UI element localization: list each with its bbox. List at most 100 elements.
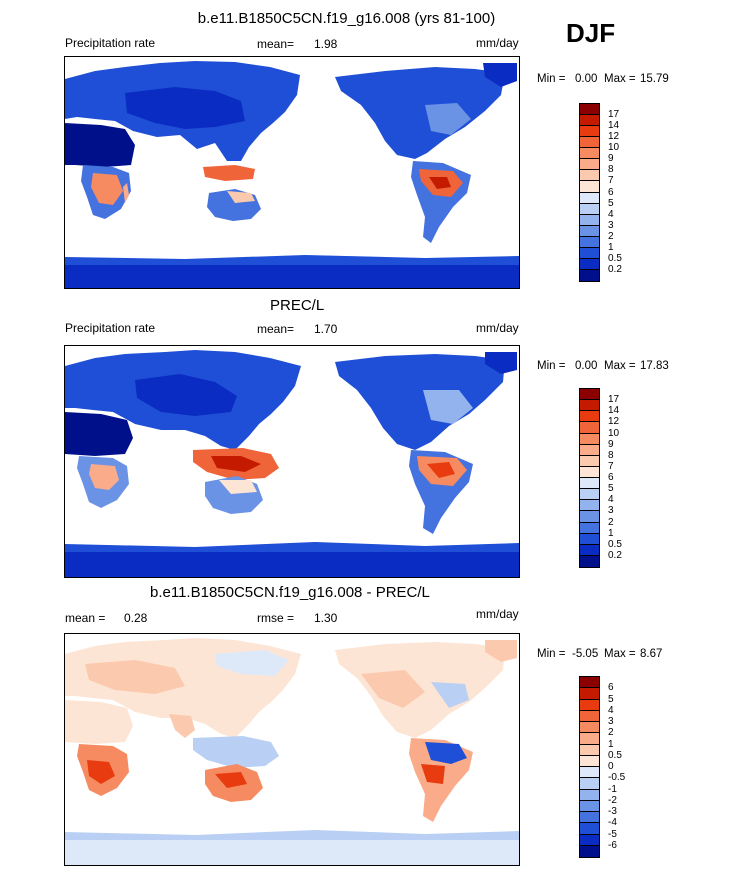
panel2-colorbar-label: 8 [608,449,614,461]
panel1-land-namerica-east [425,103,471,135]
panel3-colorbar-label: 5 [608,693,614,705]
panel2-colorbar-label: 0.5 [608,538,622,550]
panel3-colorbar-swatch [580,722,599,734]
panel1-colorbar-label: 9 [608,153,614,165]
panel1-land-indonesia [203,165,255,181]
panel1-colorbar-swatch [580,225,599,237]
panel3-colorbar-label: -2 [608,794,617,806]
panel2-map [64,345,520,578]
panel2-land-namerica-east [423,390,473,424]
panel3-colorbar-swatch [580,778,599,790]
panel3-land-antarctica-edge [65,830,519,840]
panel2-min-label: Min = [537,360,566,372]
panel2-colorbar-swatch [580,433,599,445]
panel2-land-indonesia-core [211,456,261,472]
panel1-colorbar-swatch [580,258,599,270]
panel2-colorbar-swatch [580,522,599,534]
panel1-colorbar-swatch [580,192,599,204]
panel3-max-value: 8.67 [640,648,663,660]
panel2-max-label: Max = [604,360,636,372]
panel2-colorbar-swatch [580,478,599,490]
panel2-mean-label: mean= [257,322,295,336]
panel1-land-australia-wet [227,191,255,203]
panel2-colorbar-swatch [580,500,599,512]
panel1-colorbar-label: 0.2 [608,263,622,275]
panel3-land-indonesia [193,736,279,768]
panel1-land-antarctica-edge [65,255,519,265]
panel1-mean-label: mean= [257,37,295,51]
panel3-colorbar-label: -6 [608,839,617,851]
season-label: DJF [566,18,616,48]
panel1-colorbar-label: 0.5 [608,252,622,264]
panel1-colorbar-swatch [580,115,599,127]
panel2-colorbar-label: 14 [608,405,620,417]
panel2-land-antarctica-edge [65,542,519,552]
panel1-land-safrica-wet [91,173,123,205]
panel1-title: b.e11.B1850C5CN.f19_g16.008 (yrs 81-100) [197,10,496,27]
panel3-land-samerica-hot [421,764,445,784]
panel3-colorbar-swatch [580,767,599,779]
panel3-colorbar-label: -5 [608,828,617,840]
panel1-land-madagascar [123,183,129,203]
panel2-land-northafrica [65,412,133,456]
panel1-land-eurasia-dry [125,87,245,129]
panel2-max-value: 17.83 [640,360,669,372]
panel1-colorbar-swatch [580,203,599,215]
panel2-colorbar-swatch [580,466,599,478]
panel2-mean-value: 1.70 [314,322,338,336]
panel3-land-samerica-dry [425,742,467,764]
panel3-min-label: Min = [537,648,566,660]
panel2-colorbar-label: 6 [608,472,614,483]
panel1-land-namerica [335,67,505,159]
panel3-land-greenland [485,640,517,662]
panel2-land-antarctica [65,550,519,577]
panel3-colorbar-swatch [580,845,599,857]
panel3-land-northafrica [65,700,133,744]
panel3-title: b.e11.B1850C5CN.f19_g16.008 - PREC/L [150,584,430,601]
panel1-colorbar-label: 12 [608,131,620,143]
panel1-colorbar [579,103,600,282]
panel1-colorbar-swatch [580,214,599,226]
panel3-colorbar-label: 0.5 [608,749,622,761]
panel1-colorbar-swatch [580,104,599,116]
panel3-colorbar-label: 2 [608,727,614,739]
panel1-colorbar-swatch [580,247,599,259]
panel3-colorbar-swatch [580,789,599,801]
panel2-colorbar-swatch [580,444,599,456]
panel2-variable-label: Precipitation rate [65,321,156,335]
panel2-colorbar-label: 0.2 [608,549,622,561]
panel1-colorbar-swatch [580,236,599,248]
panel2-land-greenland [485,352,517,374]
panel3-colorbar-label: 1 [608,738,614,750]
panel3-colorbar-swatch [580,800,599,812]
panel3-land-india [169,714,195,738]
panel1-colorbar-label: 4 [608,208,614,220]
panel1-colorbar-label: 7 [608,175,614,187]
panel1-colorbar-label: 6 [608,186,614,198]
panel3-units: mm/day [476,607,519,621]
panel2-colorbar-label: 1 [608,527,614,539]
panel3-colorbar-swatch [580,733,599,745]
panel3-colorbar-swatch [580,812,599,824]
panel3-colorbar-label: -4 [608,817,617,829]
panel3-min-value: -5.05 [572,648,599,660]
panel2-colorbar-label: 5 [608,483,614,495]
panel3-colorbar-label: -3 [608,806,617,817]
panel3-colorbar-label: -0.5 [608,772,626,784]
panel2-colorbar-label: 9 [608,438,614,450]
panel3-colorbar-swatch [580,677,599,689]
panel3-colorbar-label: -1 [608,783,617,795]
panel1-colorbar-swatch [580,148,599,160]
panel2-land-eurasia-dry [135,374,237,416]
panel3-max-label: Max = [604,648,636,660]
panel2-colorbar-label: 4 [608,494,614,506]
panel1-colorbar-swatch [580,159,599,171]
panel1-min-label: Min = [537,73,566,85]
panel1-min-value: 0.00 [575,73,598,85]
panel3-colorbar-swatch [580,699,599,711]
panel2-colorbar-swatch [580,489,599,501]
panel1-colorbar-label: 5 [608,197,614,209]
panel2-colorbar-swatch [580,555,599,567]
panel2-land-samerica-core [427,462,455,478]
panel3-colorbar-swatch [580,755,599,767]
